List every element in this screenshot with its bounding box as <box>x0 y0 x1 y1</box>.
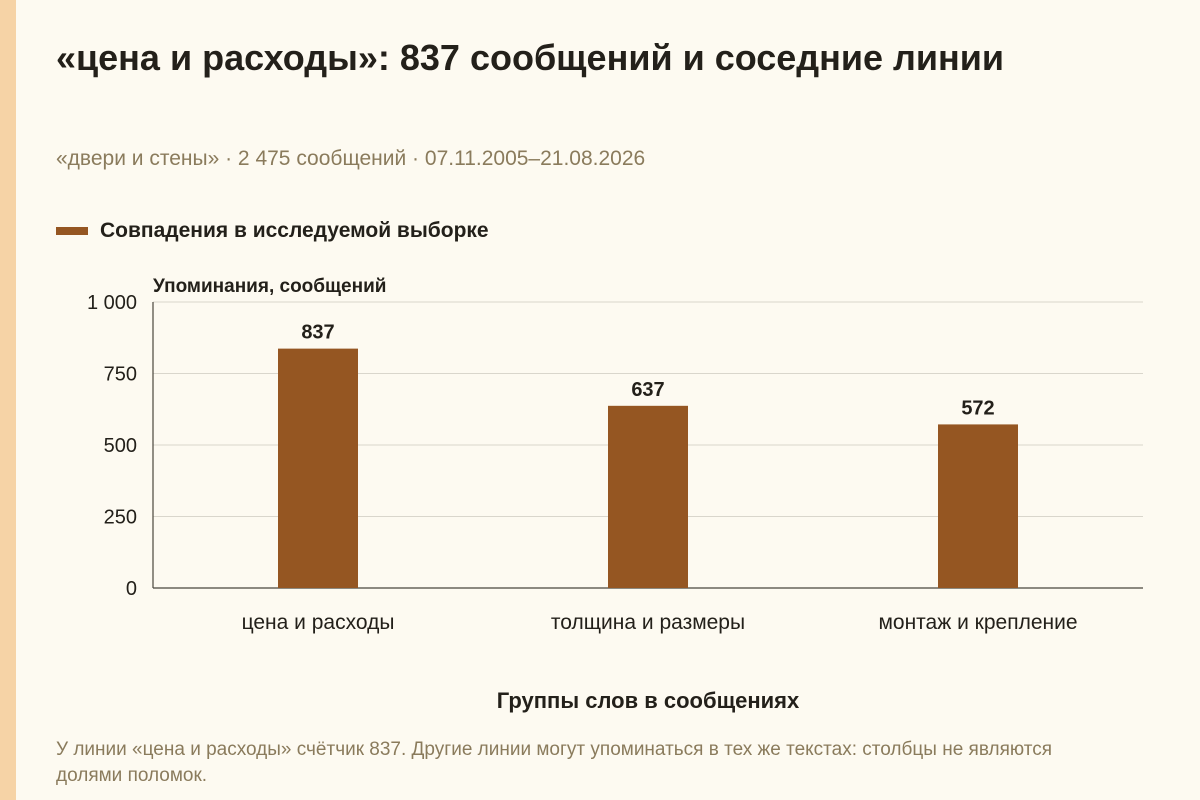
bar-data-label: 837 <box>301 322 334 344</box>
y-axis-title: Упоминания, сообщений <box>153 276 386 297</box>
bar <box>608 405 688 588</box>
bar-data-label: 637 <box>631 379 664 401</box>
legend-swatch <box>56 227 88 235</box>
y-tick-label: 0 <box>126 578 137 600</box>
chart-legend: Совпадения в исследуемой выборке <box>56 219 489 243</box>
bar <box>278 348 358 588</box>
x-axis-title: Группы слов в сообщениях <box>497 688 800 713</box>
page-title: «цена и расходы»: 837 сообщений и соседн… <box>56 37 1005 78</box>
accent-stripe <box>0 0 16 800</box>
chart-labels: 0 250 500 750 1 000 837 цена и расходы 637 толщи… <box>87 292 1078 634</box>
bar-data-label: 572 <box>961 397 994 419</box>
y-tick-label: 500 <box>104 435 137 457</box>
page-subtitle: «двери и стены» · 2 475 сообщений · 07.1… <box>56 147 646 170</box>
y-tick-label: 1 000 <box>87 292 137 314</box>
legend-label: Совпадения в исследуемой выборке <box>100 219 489 242</box>
bars <box>278 348 1018 588</box>
y-tick-label: 750 <box>104 364 137 386</box>
x-tick-label: цена и расходы <box>242 611 395 634</box>
bar <box>938 424 1018 588</box>
x-tick-label: монтаж и крепление <box>878 611 1077 634</box>
y-tick-label: 250 <box>104 507 137 529</box>
x-tick-label: толщина и размеры <box>551 611 745 634</box>
chart-footnote: У линии «цена и расходы» счётчик 837. Др… <box>56 739 1052 786</box>
